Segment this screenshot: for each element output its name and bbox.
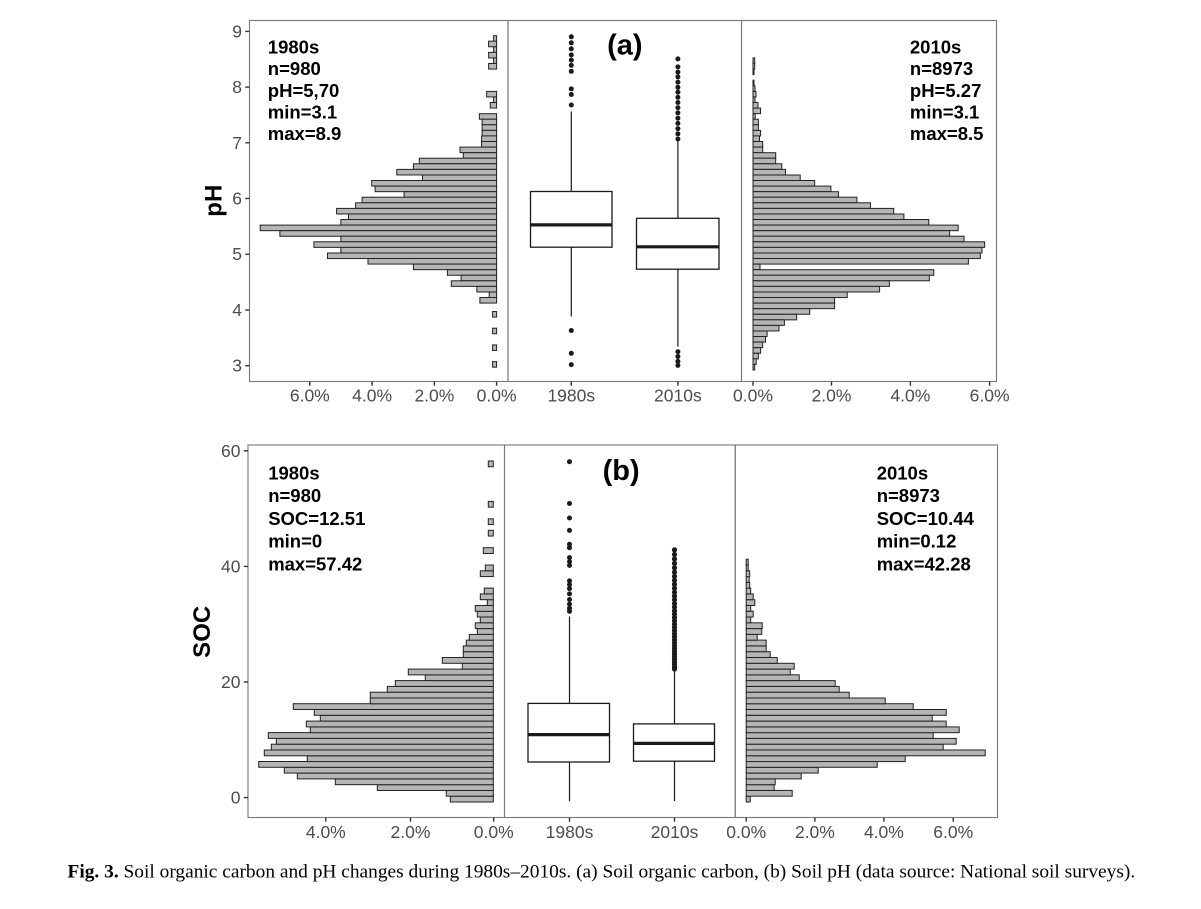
svg-text:20: 20 (221, 672, 241, 692)
svg-text:n=8973: n=8973 (910, 58, 973, 79)
svg-text:60: 60 (221, 441, 241, 461)
svg-text:0.0%: 0.0% (726, 822, 766, 842)
svg-text:n=980: n=980 (268, 58, 321, 79)
svg-text:n=980: n=980 (268, 485, 321, 506)
svg-text:2.0%: 2.0% (795, 822, 835, 842)
svg-text:2010s: 2010s (654, 386, 702, 406)
svg-text:max=8.5: max=8.5 (910, 123, 984, 144)
svg-text:(a): (a) (607, 30, 642, 62)
svg-text:min=0: min=0 (268, 531, 322, 552)
svg-text:0.0%: 0.0% (477, 386, 517, 406)
svg-text:min=3.1: min=3.1 (268, 102, 337, 123)
svg-text:6: 6 (232, 189, 242, 209)
svg-text:6.0%: 6.0% (970, 386, 1010, 406)
svg-text:2.0%: 2.0% (414, 386, 454, 406)
svg-text:4: 4 (232, 300, 242, 320)
svg-text:7: 7 (232, 133, 242, 153)
svg-text:2.0%: 2.0% (812, 386, 852, 406)
svg-text:max=42.28: max=42.28 (877, 553, 971, 574)
svg-text:9: 9 (232, 21, 242, 41)
svg-text:SOC=10.44: SOC=10.44 (877, 508, 975, 529)
svg-text:(b): (b) (603, 455, 640, 487)
svg-text:min=0.12: min=0.12 (877, 531, 957, 552)
svg-text:1980s: 1980s (268, 37, 319, 58)
svg-text:0: 0 (231, 788, 241, 808)
svg-text:n=8973: n=8973 (877, 485, 940, 506)
svg-text:pH=5.27: pH=5.27 (910, 80, 981, 101)
svg-text:pH: pH (201, 185, 228, 217)
svg-text:40: 40 (221, 556, 241, 576)
svg-text:5: 5 (232, 244, 242, 264)
svg-text:8: 8 (232, 77, 242, 97)
svg-text:2010s: 2010s (877, 463, 928, 484)
svg-text:1980s: 1980s (268, 463, 319, 484)
svg-text:4.0%: 4.0% (352, 386, 392, 406)
svg-text:0.0%: 0.0% (474, 822, 514, 842)
svg-text:4.0%: 4.0% (306, 822, 346, 842)
svg-text:3: 3 (232, 356, 242, 376)
svg-text:6.0%: 6.0% (933, 822, 973, 842)
svg-text:2010s: 2010s (651, 822, 699, 842)
svg-text:2.0%: 2.0% (391, 822, 431, 842)
svg-text:4.0%: 4.0% (890, 386, 930, 406)
svg-text:1980s: 1980s (547, 386, 595, 406)
svg-text:4.0%: 4.0% (864, 822, 904, 842)
svg-text:0.0%: 0.0% (733, 386, 773, 406)
svg-text:SOC=12.51: SOC=12.51 (268, 508, 365, 529)
svg-text:min=3.1: min=3.1 (910, 102, 979, 123)
svg-text:pH=5,70: pH=5,70 (268, 80, 339, 101)
svg-text:Fig. 3. Soil organic carbon an: Fig. 3. Soil organic carbon and pH chang… (68, 862, 1136, 883)
svg-text:1980s: 1980s (546, 822, 594, 842)
svg-text:max=57.42: max=57.42 (268, 553, 362, 574)
svg-text:max=8.9: max=8.9 (268, 123, 342, 144)
svg-text:SOC: SOC (189, 606, 216, 658)
svg-text:6.0%: 6.0% (290, 386, 330, 406)
svg-text:2010s: 2010s (910, 37, 961, 58)
